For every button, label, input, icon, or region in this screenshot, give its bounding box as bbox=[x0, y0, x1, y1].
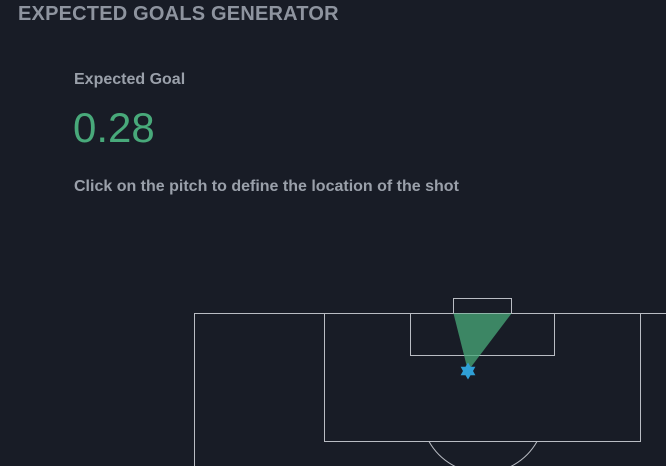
app-title: EXPECTED GOALS GENERATOR bbox=[18, 3, 339, 25]
shot-marker-star-icon[interactable] bbox=[460, 362, 476, 380]
instruction-text: Click on the pitch to define the locatio… bbox=[74, 178, 459, 195]
penalty-arc bbox=[428, 441, 538, 466]
expected-goal-value: 0.28 bbox=[73, 104, 155, 151]
expected-goal-label: Expected Goal bbox=[74, 71, 186, 88]
shot-angle bbox=[453, 313, 512, 371]
goal bbox=[453, 298, 512, 314]
